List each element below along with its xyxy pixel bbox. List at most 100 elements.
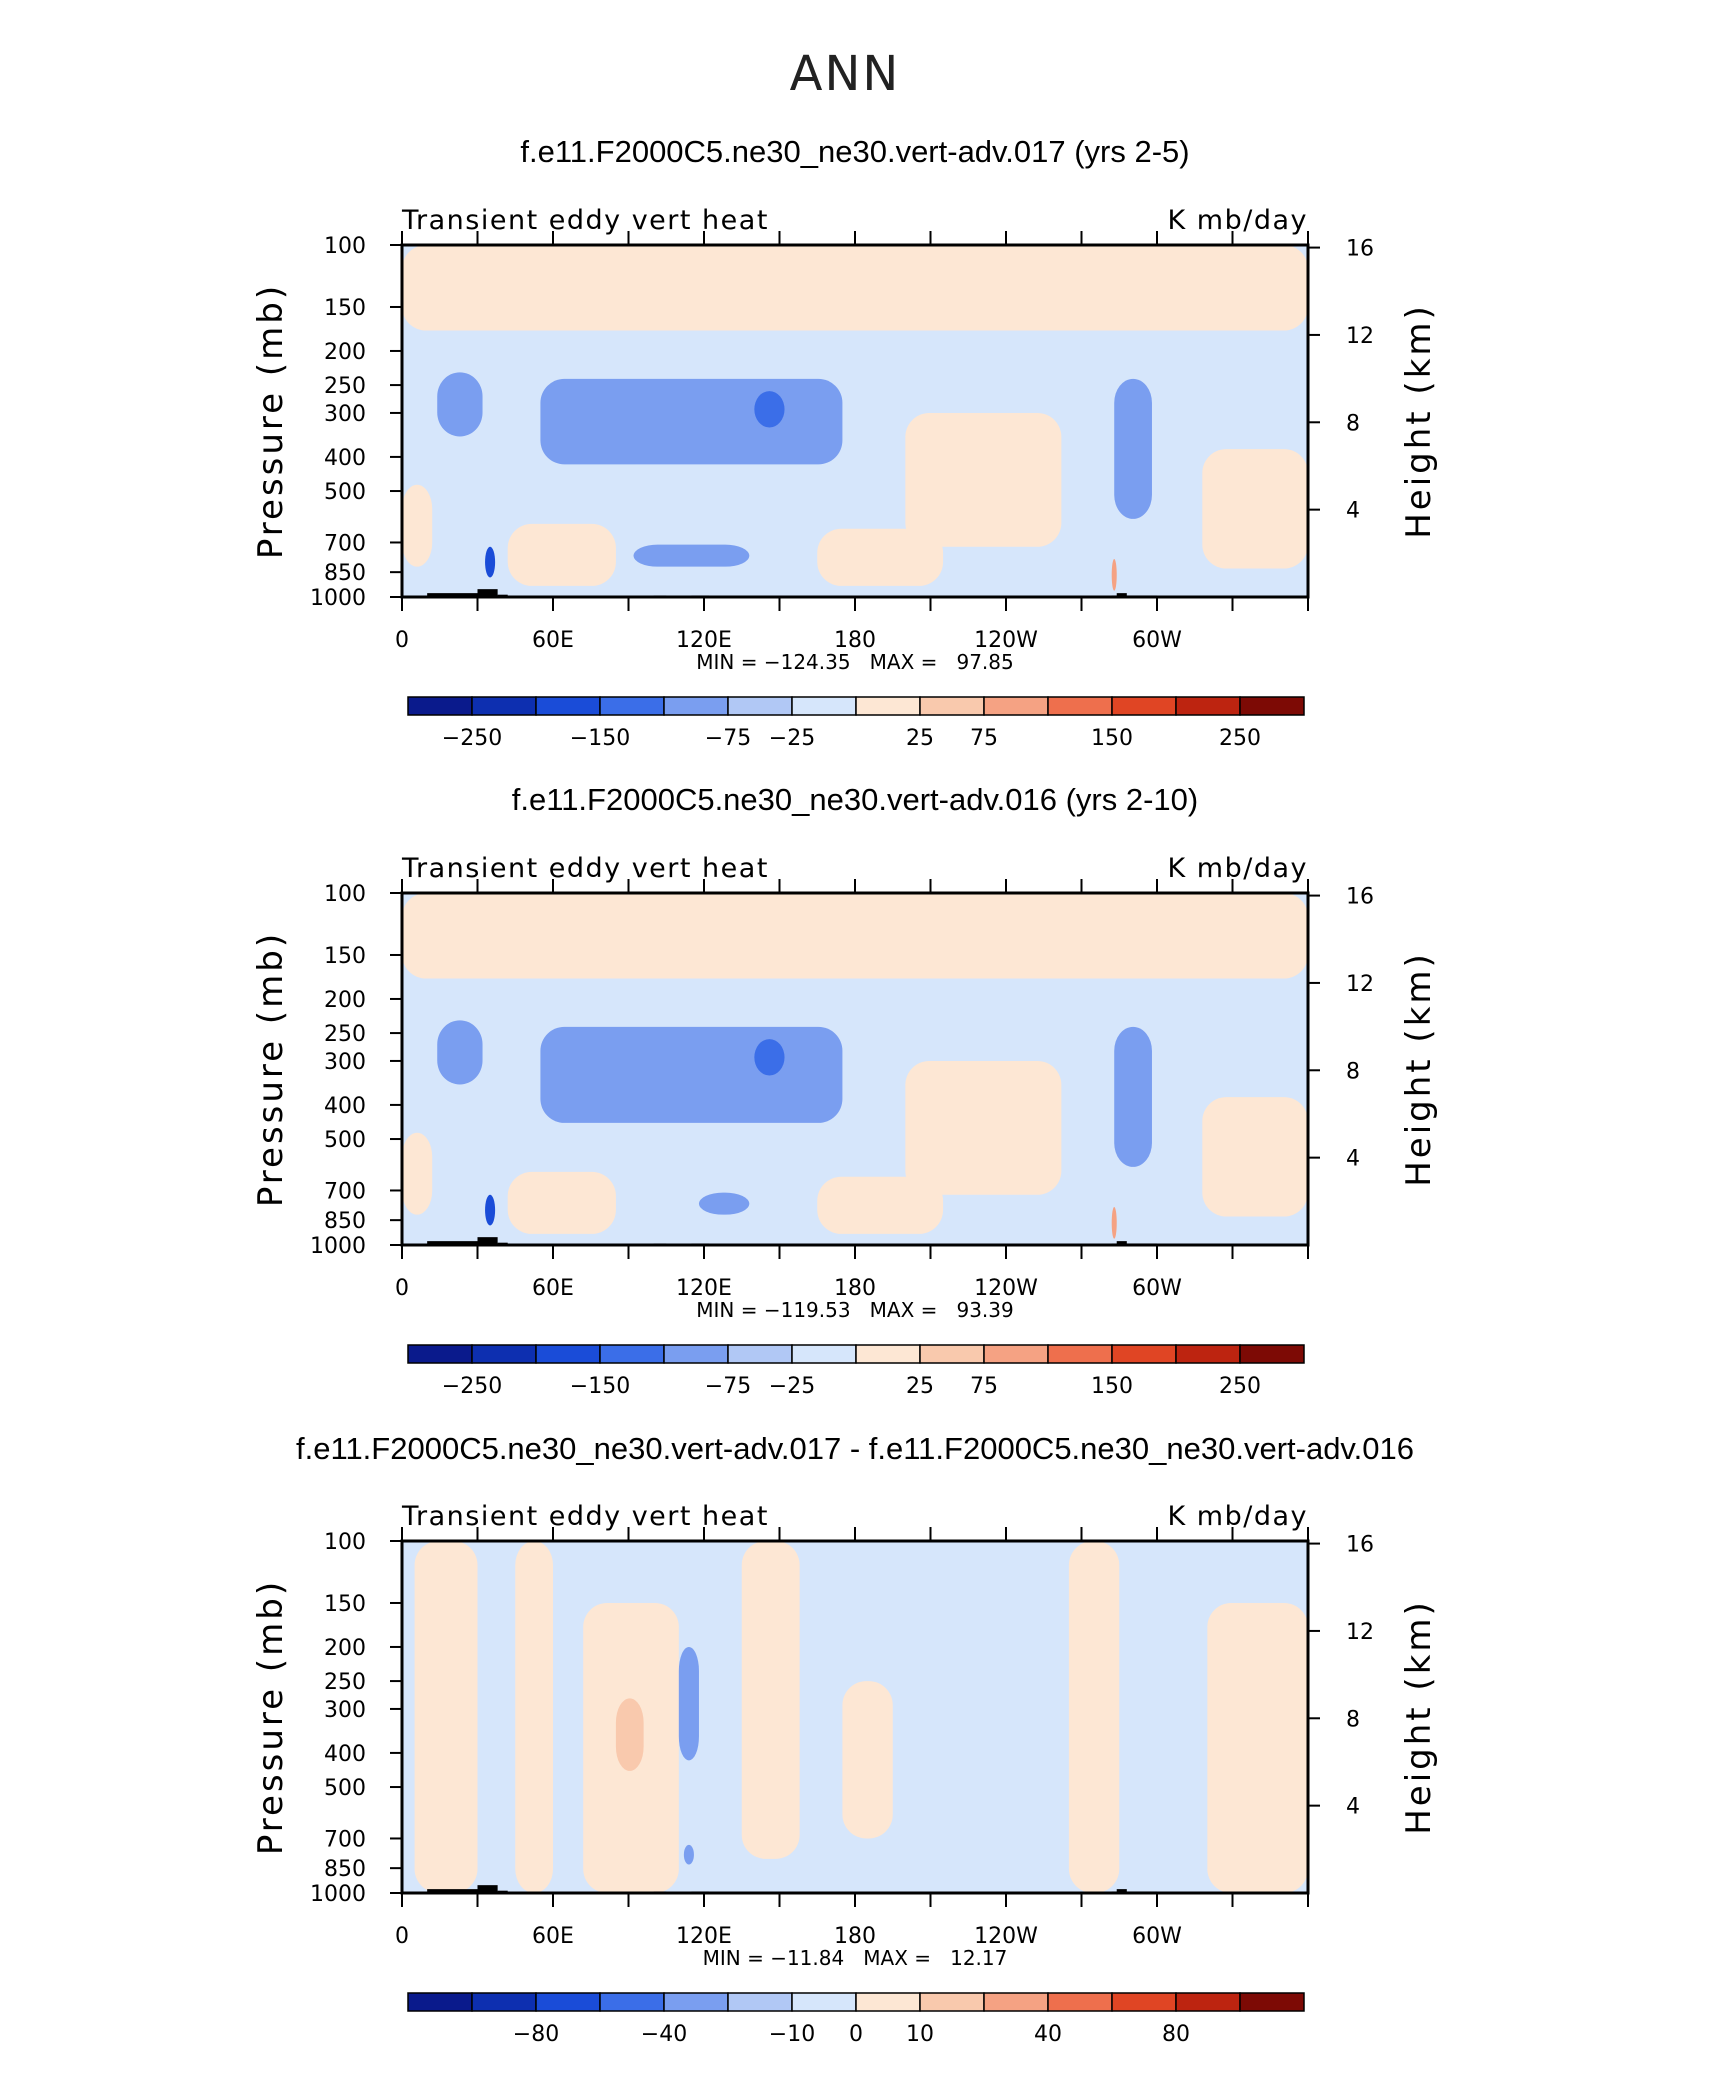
colorbar-box [919, 1344, 985, 1364]
colorbar-box [1175, 1344, 1241, 1364]
colorbar-label: −250 [442, 1374, 502, 1399]
colorbar-label: −40 [641, 2022, 687, 2047]
colorbar-label: 10 [906, 2022, 934, 2047]
contour-region-neg [437, 1020, 483, 1085]
colorbar-box [855, 696, 921, 716]
x-tick-label: 120E [676, 628, 732, 653]
contour-region-pos [402, 484, 433, 567]
contour-region-pos [817, 1176, 944, 1234]
contour-region-pos [402, 893, 1308, 979]
contour-region-pos [1202, 449, 1308, 569]
colorbar-box [791, 696, 857, 716]
contour-region-neg [540, 1026, 843, 1123]
y2-axis-label: Height (km) [1399, 951, 1439, 1187]
left-subtitle: Transient eddy vert heat [401, 853, 769, 884]
y-tick-label: 300 [324, 1050, 366, 1075]
colorbar-box [1175, 696, 1241, 716]
x-tick-label: 120W [974, 1276, 1038, 1301]
colorbar-box [1047, 696, 1113, 716]
colorbar-label: −25 [769, 1374, 815, 1399]
topography-block [427, 593, 478, 597]
colorbar-label: 150 [1091, 1374, 1133, 1399]
y2-tick-label: 8 [1346, 411, 1360, 436]
colorbar-box [663, 1992, 729, 2012]
contour-region-neg [678, 1646, 699, 1761]
contour-region-pos [515, 1541, 553, 1893]
x-tick-label: 180 [834, 1924, 876, 1949]
y-tick-label: 250 [324, 1670, 366, 1695]
y-tick-label: 700 [324, 531, 366, 556]
x-tick-label: 0 [395, 1276, 409, 1301]
y-tick-label: 250 [324, 1022, 366, 1047]
contour-region-neg [754, 391, 785, 428]
colorbar-box [983, 696, 1049, 716]
colorbar-box [855, 1344, 921, 1364]
min-max-stats: MIN = −119.53 MAX = 93.39 [696, 1298, 1013, 1322]
contour-region-neg [540, 378, 843, 465]
figure-title: ANN [790, 46, 901, 102]
y-tick-label: 850 [324, 561, 366, 586]
left-subtitle: Transient eddy vert heat [401, 1501, 769, 1532]
y-tick-label: 250 [324, 374, 366, 399]
colorbar-box [535, 696, 601, 716]
contour-region-pos [905, 412, 1062, 547]
y-tick-label: 1000 [310, 1882, 366, 1907]
colorbar-label: −10 [769, 2022, 815, 2047]
y2-tick-label: 8 [1346, 1059, 1360, 1084]
colorbar-box [407, 1344, 473, 1364]
colorbar-label: −250 [442, 726, 502, 751]
topography-block [427, 1889, 478, 1893]
colorbar-box [1111, 1992, 1177, 2012]
contour-region-pos [741, 1541, 800, 1859]
colorbar-box [1239, 696, 1305, 716]
right-subtitle: K mb/day [1168, 1501, 1309, 1532]
y-tick-label: 500 [324, 480, 366, 505]
min-max-stats: MIN = −11.84 MAX = 12.17 [703, 1946, 1008, 1970]
colorbar-box [599, 1344, 665, 1364]
min-max-stats: MIN = −124.35 MAX = 97.85 [696, 650, 1013, 674]
y2-tick-label: 4 [1346, 499, 1360, 524]
x-tick-label: 0 [395, 1924, 409, 1949]
colorbar-box [1111, 696, 1177, 716]
x-tick-label: 60W [1132, 1276, 1182, 1301]
panel-title: f.e11.F2000C5.ne30_ne30.vert-adv.017 - f… [296, 1431, 1414, 1466]
y-tick-label: 500 [324, 1128, 366, 1153]
colorbar-label: −80 [513, 2022, 559, 2047]
colorbar-box [407, 696, 473, 716]
colorbar-box [1239, 1344, 1305, 1364]
colorbar-box [727, 1992, 793, 2012]
x-tick-label: 120W [974, 1924, 1038, 1949]
right-subtitle: K mb/day [1168, 205, 1309, 236]
topography-block [477, 589, 498, 597]
y2-tick-label: 8 [1346, 1707, 1360, 1732]
y-tick-label: 100 [324, 882, 366, 907]
contour-region-neg [1114, 378, 1152, 519]
panel-title: f.e11.F2000C5.ne30_ne30.vert-adv.016 (yr… [512, 782, 1198, 817]
x-tick-label: 120W [974, 628, 1038, 653]
colorbar-label: 250 [1219, 726, 1261, 751]
contour-region-neg [683, 1844, 694, 1865]
contour-region-pos [402, 245, 1308, 331]
colorbar-label: 75 [970, 1374, 998, 1399]
y-tick-label: 1000 [310, 1234, 366, 1259]
contour-region-neg [437, 372, 483, 437]
y-tick-label: 150 [324, 944, 366, 969]
y-tick-label: 200 [324, 1636, 366, 1661]
y2-tick-label: 4 [1346, 1795, 1360, 1820]
colorbar-box [663, 1344, 729, 1364]
colorbar-box [919, 1992, 985, 2012]
colorbar-label: 40 [1034, 2022, 1062, 2047]
contour-region-pos [1111, 1207, 1117, 1239]
y2-tick-label: 12 [1346, 1620, 1374, 1645]
contour-region-pos [1207, 1602, 1308, 1893]
colorbar-box [1239, 1992, 1305, 2012]
y-tick-label: 300 [324, 402, 366, 427]
y-axis-label: Pressure (mb) [251, 1579, 291, 1855]
colorbar-label: −150 [570, 1374, 630, 1399]
colorbar-label: −75 [705, 1374, 751, 1399]
contour-region-pos [402, 1132, 433, 1215]
contour-region-pos [817, 528, 944, 586]
y-tick-label: 150 [324, 1592, 366, 1617]
contour-region-pos [1068, 1541, 1120, 1893]
y2-tick-label: 16 [1346, 1533, 1374, 1558]
